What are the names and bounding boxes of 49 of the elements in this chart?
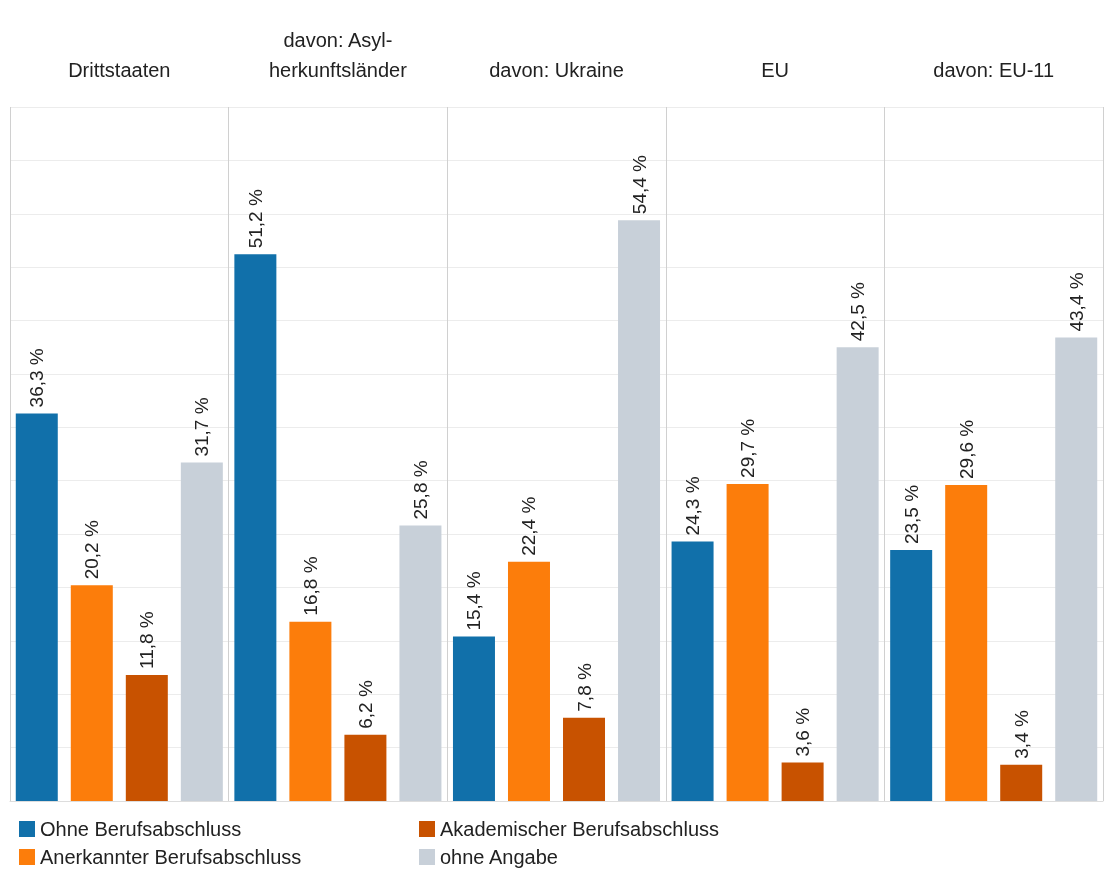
data-label: 23,5 %	[900, 484, 922, 545]
bar	[125, 675, 168, 801]
legend-label: Akademischer Berufsabschluss	[440, 818, 720, 840]
bar	[563, 717, 606, 801]
data-label: 31,7 %	[191, 397, 213, 457]
data-label: 3,4 %	[1010, 710, 1032, 759]
data-label: 11,8 %	[136, 611, 158, 670]
bar	[781, 762, 824, 801]
legend-label: Ohne Berufsabschluss	[40, 818, 242, 840]
x-tick-label: davon: Asyl- herkunftsländer	[268, 29, 408, 81]
data-label: 29,6 %	[955, 419, 977, 479]
data-label: 24,3 %	[682, 476, 704, 536]
bar	[234, 254, 277, 801]
data-label: 16,8 %	[299, 556, 321, 616]
data-label: 42,5 %	[847, 281, 869, 342]
data-label: 7,8 %	[573, 663, 595, 712]
bar	[289, 621, 332, 801]
x-tick-label: Drittstaaten	[68, 59, 171, 81]
legend-label: ohne Angabe	[440, 846, 558, 868]
x-tick-label: EU	[761, 59, 789, 81]
bar	[70, 585, 113, 801]
data-label: 25,8 %	[409, 460, 431, 520]
bar	[180, 462, 223, 801]
x-tick-label: davon: EU-11	[933, 59, 1055, 81]
bar	[945, 484, 988, 801]
data-label: 6,2 %	[354, 680, 376, 729]
data-label: 36,3 %	[26, 348, 48, 408]
bar	[890, 550, 933, 801]
bar	[399, 525, 442, 801]
data-label: 22,4 %	[518, 496, 540, 556]
data-label: 29,7 %	[737, 418, 759, 478]
legend-label: Anerkannter Berufsabschluss	[40, 846, 302, 868]
data-label: 43,4 %	[1065, 272, 1087, 332]
x-tick-label: davon: Ukraine	[489, 59, 624, 81]
bar	[1000, 764, 1043, 801]
bar	[452, 636, 495, 801]
data-label: 15,4 %	[463, 571, 485, 631]
bar	[836, 347, 879, 801]
bar	[618, 220, 661, 801]
data-label: 54,4 %	[628, 154, 650, 215]
bar	[507, 561, 550, 801]
bar	[15, 413, 58, 801]
data-label: 20,2 %	[81, 520, 103, 580]
data-label: 51,2 %	[244, 189, 266, 249]
data-label: 3,6 %	[792, 707, 814, 757]
bar	[344, 734, 387, 801]
bar	[1055, 337, 1098, 801]
bar	[671, 541, 714, 801]
bar	[726, 483, 769, 801]
